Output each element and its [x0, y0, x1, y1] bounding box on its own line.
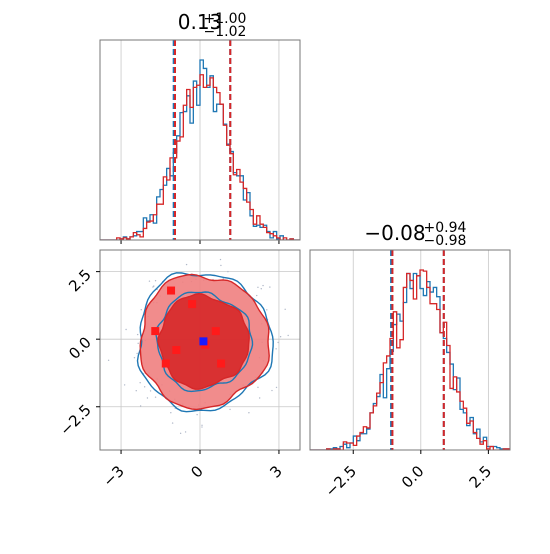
scatter-point [258, 397, 261, 399]
scatter-point [146, 397, 149, 399]
scatter-point [139, 382, 141, 384]
scatter-point [152, 286, 154, 288]
title-bottom-right-sub: −0.98 [424, 233, 467, 249]
x-tick-label: −3 [100, 462, 128, 490]
title-bottom-right-sup: +0.94 [424, 220, 467, 236]
title-top-left-sup: +1.00 [204, 11, 247, 27]
scatter-point [284, 308, 286, 311]
highlight-point [188, 300, 197, 309]
scatter-point [277, 341, 279, 344]
frame-top-left [99, 39, 301, 241]
highlight-point [217, 359, 226, 368]
scatter-point [137, 342, 139, 345]
scatter-point [201, 424, 203, 427]
histogram-series-red [100, 74, 300, 240]
y-tick-label: 0.0 [65, 333, 95, 363]
scatter-point [136, 352, 138, 355]
scatter-point [125, 328, 127, 331]
x-tick-label: 2.5 [466, 462, 496, 492]
scatter-point [123, 384, 126, 386]
title-bottom-right-main: −0.08 [364, 221, 425, 245]
y-tick-label: 2.5 [65, 266, 95, 296]
highlight-point [167, 286, 176, 295]
scatter-point [143, 386, 146, 388]
scatter-point [154, 280, 157, 282]
scatter-point [154, 396, 157, 398]
scatter-point [148, 280, 151, 282]
y-tick-label: −2.5 [56, 401, 94, 439]
scatter-point [135, 389, 137, 392]
x-tick-label: 0 [187, 462, 206, 481]
scatter-point [219, 258, 222, 261]
scatter-point [301, 385, 302, 386]
highlight-point [161, 359, 170, 368]
scatter-point [179, 432, 182, 435]
panel-bottom-left: −3 0 3 2.5 0.0 −2.5 [56, 249, 302, 490]
scatter-point [201, 426, 203, 428]
contour-line-red-inner [157, 292, 250, 390]
x-tick-label: 0.0 [398, 462, 428, 492]
scatter-point [149, 390, 152, 392]
scatter-point [107, 359, 110, 361]
scatter-point [266, 309, 268, 311]
histogram-series-blue [100, 59, 300, 240]
scatter-point [257, 386, 259, 389]
scatter-point [153, 285, 155, 287]
scatter-point [300, 365, 301, 366]
scatter-point [279, 336, 282, 338]
panel-bottom-right: −0.08 +0.94 −0.98 −2.5 0.0 2.5 [309, 220, 511, 501]
scatter-point [260, 288, 262, 290]
scatter-point [222, 278, 224, 280]
scatter-point [275, 348, 277, 350]
title-top-left-sub: −1.02 [204, 24, 247, 40]
scatter-point [185, 263, 188, 266]
highlight-point [172, 346, 181, 354]
highlight-point [151, 327, 160, 336]
scatter-point [257, 286, 259, 289]
scatter-point [275, 386, 278, 389]
scatter-point [133, 356, 136, 359]
scatter-point [140, 309, 142, 311]
frame-bottom-right [309, 249, 511, 451]
scatter-point [136, 333, 139, 336]
scatter-point [256, 294, 258, 297]
x-tick-label: 3 [266, 462, 285, 481]
title-top-left-main: 0.13 [178, 10, 223, 34]
contour-line-blue-outer [136, 272, 274, 413]
scatter-point [271, 389, 273, 392]
scatter-point [269, 286, 271, 288]
scatter-point [227, 270, 229, 273]
scatter-point [171, 422, 174, 424]
contour-line-red-outer [139, 273, 270, 411]
scatter-point [170, 412, 172, 414]
title-top-left: 0.13 [178, 10, 223, 34]
scatter-point [220, 264, 222, 267]
histogram-series-blue [310, 272, 510, 450]
scatter-point [139, 405, 142, 407]
histogram-series-red [310, 269, 510, 450]
scatter-point [184, 431, 187, 433]
scatter-point [196, 413, 198, 416]
scatter-point [229, 408, 231, 411]
panel-top-left: 0.13 +1.00 −1.02 [99, 10, 301, 244]
scatter-point [287, 334, 289, 337]
center-point [199, 337, 208, 346]
scatter-point [301, 390, 302, 391]
highlight-point [211, 327, 220, 336]
scatter-point [262, 284, 264, 287]
scatter-point [248, 412, 250, 414]
x-tick-label: −2.5 [322, 462, 360, 500]
